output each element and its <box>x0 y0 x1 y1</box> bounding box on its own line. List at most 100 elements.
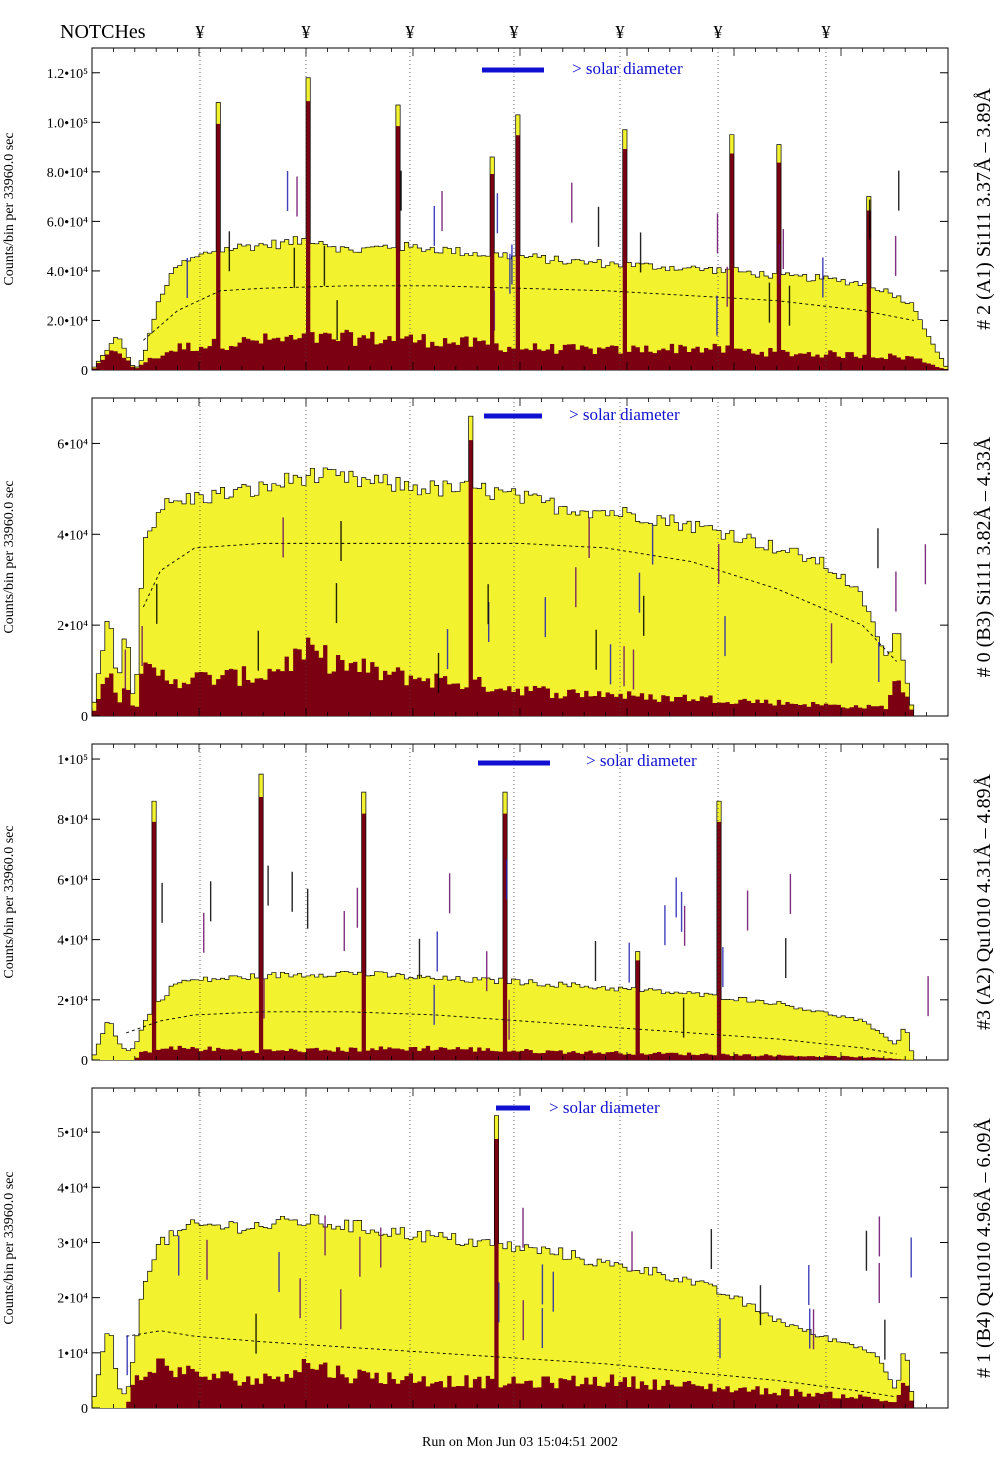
line-id-annotation <box>632 649 635 690</box>
y-tick-label: 0 <box>81 710 88 725</box>
line-id-annotation <box>282 517 284 558</box>
line-id-annotation <box>335 583 338 624</box>
line-id-annotation <box>682 997 685 1038</box>
line-id-annotation <box>808 1265 810 1306</box>
line-id-annotation <box>552 1271 554 1312</box>
line-id-annotation <box>782 229 785 270</box>
y-tick-label: 1•10⁴ <box>57 1347 88 1362</box>
line-id-annotation <box>710 1229 713 1270</box>
model-dashed-curve <box>126 1330 897 1398</box>
y-tick-label: 4.0•10⁴ <box>47 265 88 280</box>
solar-diameter-label: > solar diameter <box>569 405 680 424</box>
line-id-annotation <box>505 859 508 900</box>
y-axis-label: Counts/bin per 33960.0 sec <box>2 480 17 633</box>
line-id-annotation <box>437 652 440 693</box>
line-id-annotation <box>789 873 792 914</box>
line-id-annotation <box>433 984 435 1025</box>
y-tick-label: 2.0•10⁴ <box>47 314 88 329</box>
notch-marker-4: ¥ <box>510 22 519 42</box>
line-id-annotation <box>436 931 438 972</box>
y-tick-label: 8.0•10⁴ <box>47 166 88 181</box>
line-id-annotation <box>571 182 573 223</box>
line-id-annotation <box>623 646 625 687</box>
line-id-annotation <box>206 1239 208 1280</box>
line-id-annotation <box>257 630 260 671</box>
detector-side-label: # 0 (B3) Si111 3.82Å – 4.33Å <box>973 436 995 677</box>
line-id-annotation <box>716 295 718 336</box>
line-id-annotation <box>809 1308 811 1349</box>
line-id-annotation <box>522 1207 524 1248</box>
y-tick-label: 2•10⁴ <box>57 994 88 1009</box>
notches-label: NOTCHes <box>60 21 146 43</box>
line-id-annotation <box>924 544 927 585</box>
line-id-annotation <box>126 1335 128 1376</box>
line-id-annotation <box>822 257 824 298</box>
line-id-annotation <box>296 176 298 217</box>
line-id-annotation <box>306 888 309 929</box>
line-id-annotation <box>785 938 787 979</box>
line-id-annotation <box>156 583 158 624</box>
line-id-annotation <box>433 205 436 246</box>
line-id-annotation <box>178 1235 180 1276</box>
line-id-annotation <box>628 942 630 983</box>
line-id-annotation <box>724 616 726 657</box>
line-id-annotation <box>878 1216 881 1257</box>
line-id-annotation <box>680 891 683 932</box>
line-id-annotation <box>493 290 496 331</box>
line-id-annotation <box>496 193 499 234</box>
line-id-annotation <box>594 940 597 981</box>
panel-3: 0 2•10⁴ 4•10⁴ 6•10⁴ 8•10⁴ 1•10⁵ Counts/bin per… <box>2 743 995 1069</box>
line-id-annotation <box>638 572 641 613</box>
line-id-annotation <box>356 887 359 928</box>
y-tick-label: 1.2•10⁵ <box>47 67 88 82</box>
line-id-annotation <box>664 905 666 946</box>
line-id-annotation <box>683 905 686 946</box>
notches-header: NOTCHes ¥ ¥ ¥ ¥ ¥ ¥ ¥ <box>60 21 831 43</box>
line-id-annotation <box>726 266 728 307</box>
line-id-annotation <box>544 597 547 638</box>
line-id-annotation <box>141 625 143 666</box>
line-id-annotation <box>359 1236 361 1277</box>
line-id-annotation <box>642 595 645 636</box>
line-id-annotation <box>267 865 269 906</box>
line-id-annotation <box>910 1237 912 1278</box>
line-id-annotation <box>877 528 879 569</box>
notch-marker-6: ¥ <box>714 22 723 42</box>
line-id-annotation <box>884 1319 886 1360</box>
line-id-annotation <box>299 1278 301 1319</box>
line-id-annotation <box>323 245 326 286</box>
total-counts-area <box>92 416 948 716</box>
line-id-annotation <box>291 871 293 912</box>
y-tick-label: 6.0•10⁴ <box>47 215 88 230</box>
line-id-annotation <box>263 978 265 1019</box>
line-id-annotation <box>639 232 642 273</box>
line-id-annotation <box>609 644 612 685</box>
histogram-outline <box>91 77 948 370</box>
line-id-annotation <box>448 873 451 914</box>
line-id-annotation <box>597 206 600 247</box>
notch-marker-7: ¥ <box>822 22 831 42</box>
model-dashed-curve <box>126 1011 897 1055</box>
line-id-annotation <box>286 171 289 212</box>
y-tick-label: 4•10⁴ <box>57 934 88 949</box>
notch-marker-3: ¥ <box>406 22 415 42</box>
line-id-annotation <box>255 1313 257 1354</box>
line-id-annotation <box>541 1308 544 1349</box>
detector-side-label: # 2 (A1) Si111 3.37Å – 3.89Å <box>973 88 995 330</box>
line-id-annotation <box>927 976 929 1017</box>
model-dashed-curve <box>142 542 897 662</box>
y-tick-label: 4•10⁴ <box>57 1181 88 1196</box>
line-id-annotation <box>336 300 338 341</box>
model-dashed-curve <box>143 285 914 341</box>
line-id-annotation <box>894 235 897 276</box>
line-id-annotation <box>716 213 719 254</box>
line-id-annotation <box>293 247 296 288</box>
line-id-annotation <box>343 911 345 952</box>
line-id-annotation <box>575 567 577 608</box>
total-counts-area <box>92 774 948 1060</box>
line-id-annotation <box>511 244 513 285</box>
background-counts-area <box>92 1138 948 1408</box>
line-id-annotation <box>161 882 163 923</box>
panel-2: 0 2•10⁴ 4•10⁴ 6•10⁴ Counts/bin per 33960.0 s… <box>2 397 995 725</box>
y-tick-label: 0 <box>81 1402 88 1417</box>
